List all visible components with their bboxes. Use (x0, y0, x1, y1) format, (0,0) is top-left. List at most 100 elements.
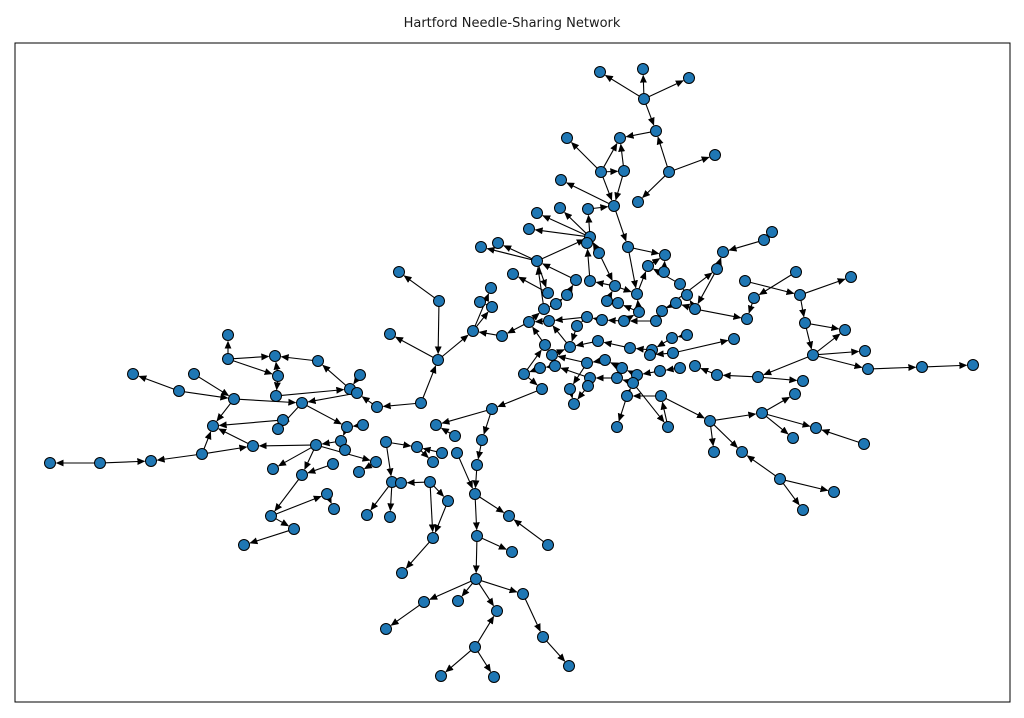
graph-edge (370, 486, 390, 511)
graph-edge (541, 239, 585, 260)
node-layer (44, 63, 979, 683)
graph-edge (403, 275, 435, 299)
graph-edge (478, 583, 494, 607)
graph-edge (405, 541, 430, 569)
graph-node-n116 (845, 271, 857, 283)
graph-node-n181 (238, 539, 250, 551)
graph-node-n60 (612, 297, 624, 309)
graph-node-n89 (654, 365, 666, 377)
graph-node-n149 (310, 439, 322, 451)
graph-edge (434, 505, 447, 533)
graph-node-n118 (799, 317, 811, 329)
graph-edge (527, 377, 538, 386)
graph-edge (258, 442, 311, 450)
graph-node-n80 (599, 354, 611, 366)
graph-edge (700, 309, 742, 320)
graph-node-n17 (523, 223, 535, 235)
graph-edge (605, 291, 613, 300)
graph-edge (105, 458, 146, 466)
graph-edge (622, 378, 632, 386)
graph-node-n130 (222, 329, 234, 341)
graph-node-n67 (581, 311, 593, 323)
graph-edge (307, 465, 329, 474)
graph-edge (782, 483, 800, 506)
graph-node-n109 (748, 292, 760, 304)
graph-node-n23 (717, 246, 729, 258)
graph-edge (722, 372, 753, 380)
graph-node-n57 (538, 303, 550, 315)
graph-node-n151 (296, 469, 308, 481)
graph-edge (571, 142, 598, 169)
graph-edge (715, 257, 722, 267)
graph-edge (715, 411, 757, 421)
graph-edge (639, 74, 647, 94)
graph-edge (660, 401, 668, 422)
graph-edge (554, 316, 582, 324)
graph-node-n52 (642, 260, 654, 272)
graph-edge (428, 487, 436, 533)
graph-node-n160 (357, 419, 369, 431)
graph-edge (799, 300, 807, 318)
graph-edge (604, 74, 640, 97)
graph-node-n190 (380, 623, 392, 635)
graph-node-n180 (288, 523, 300, 535)
graph-node-n129 (858, 438, 870, 450)
graph-node-n153 (354, 369, 366, 381)
graph-node-n121 (859, 345, 871, 357)
graph-node-n78 (546, 349, 558, 361)
graph-node-n31 (507, 268, 519, 280)
graph-node-n0 (594, 66, 606, 78)
graph-edge (422, 365, 437, 399)
graph-node-n35 (561, 289, 573, 301)
graph-node-n135 (228, 393, 240, 405)
graph-node-n21 (622, 241, 634, 253)
graph-edge (476, 445, 484, 460)
graph-edge (571, 331, 578, 342)
graph-node-n88 (611, 372, 623, 384)
graph-node-n92 (627, 377, 639, 389)
graph-edge (429, 580, 472, 600)
graph-edge (614, 176, 624, 201)
graph-edge (638, 271, 647, 290)
graph-edge (556, 349, 565, 356)
graph-edge (552, 325, 567, 344)
graph-node-n68 (596, 314, 608, 326)
graph-edge (532, 326, 543, 341)
graph-node-n39 (433, 295, 445, 307)
graph-edge (617, 401, 626, 422)
graph-edge (585, 214, 593, 232)
graph-node-n201 (563, 660, 575, 672)
graph-node-n167 (436, 447, 448, 459)
graph-edge (592, 357, 602, 365)
graph-edge (406, 479, 425, 487)
graph-edge (507, 324, 525, 334)
graph-edge (567, 389, 574, 399)
graph-edge (325, 495, 332, 504)
graph-edge (280, 354, 313, 362)
graph-node-n70 (571, 320, 583, 332)
graph-edge (156, 454, 197, 463)
graph-node-n22 (659, 249, 671, 261)
graph-node-n185 (469, 488, 481, 500)
graph-node-n182 (361, 509, 373, 521)
graph-node-n93 (518, 368, 530, 380)
graph-node-n63 (670, 297, 682, 309)
graph-edge (625, 131, 651, 139)
graph-node-n150 (267, 463, 279, 475)
graph-node-n58 (550, 298, 562, 310)
graph-edge (697, 273, 715, 305)
graph-node-n71 (650, 315, 662, 327)
graph-edge (602, 176, 613, 201)
graph-edge (785, 479, 829, 493)
graph-edge (642, 175, 666, 199)
graph-node-n8 (618, 165, 630, 177)
graph-edge (700, 367, 713, 375)
graph-node-n120 (807, 349, 819, 361)
graph-node-n122 (862, 363, 874, 375)
graph-edge (529, 365, 539, 373)
graph-edge (322, 364, 347, 386)
graph-edge (538, 266, 547, 288)
graph-node-n147 (272, 423, 284, 435)
graph-edge (433, 485, 445, 497)
graph-edge (218, 419, 278, 429)
